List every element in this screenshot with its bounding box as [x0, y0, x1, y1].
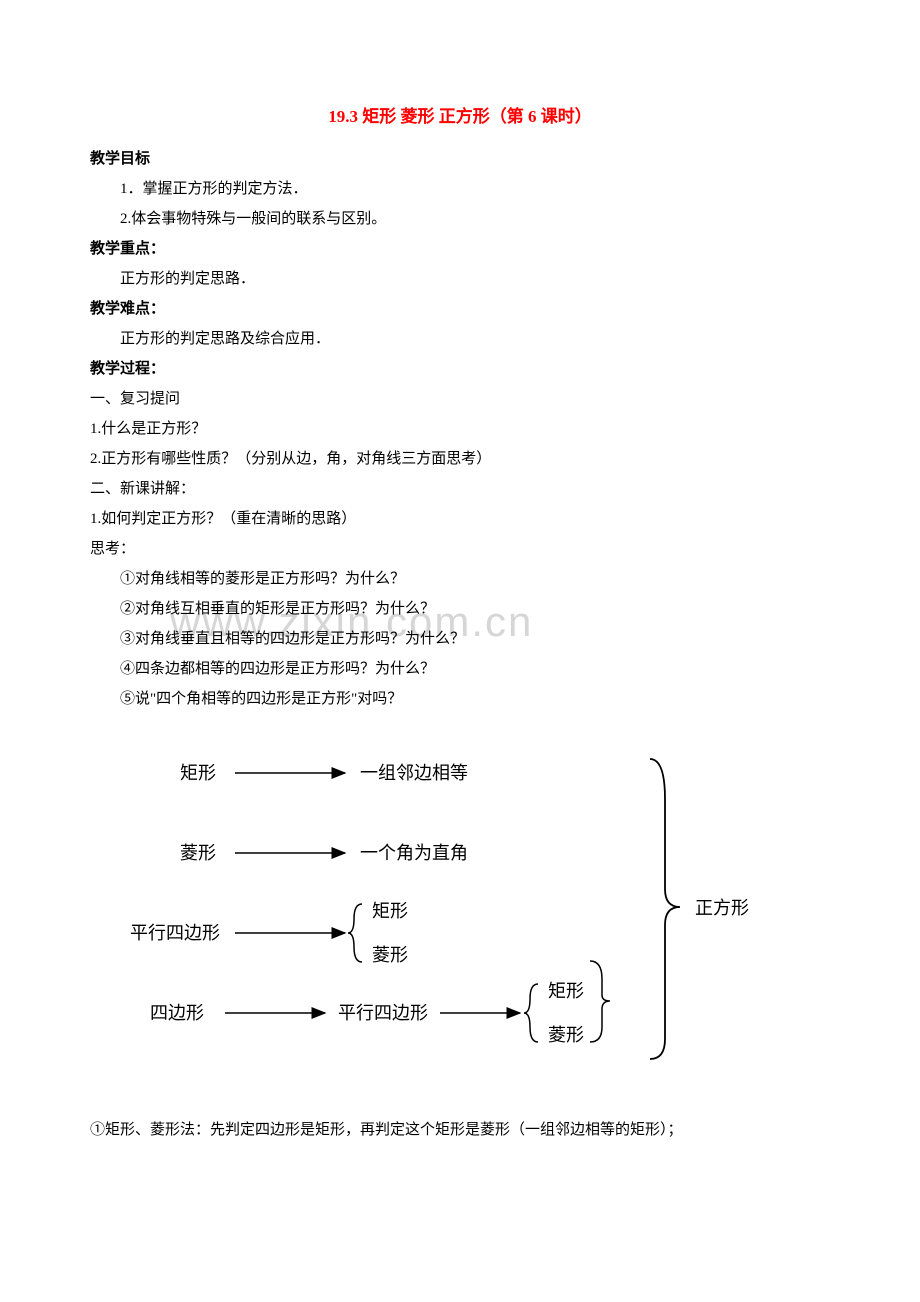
paragraph: ②对角线互相垂直的矩形是正方形吗？为什么？ [90, 594, 830, 624]
node-rhombus: 菱形 [180, 843, 216, 863]
node-adjacent-equal: 一组邻边相等 [360, 763, 468, 783]
paragraph: ④四条边都相等的四边形是正方形吗？为什么？ [90, 654, 830, 684]
paragraph: ①对角线相等的菱形是正方形吗？为什么？ [90, 564, 830, 594]
flow-diagram: 矩形 一组邻边相等 菱形 一个角为直角 平行四边形 矩形 菱形 四边形 平行四边… [90, 739, 830, 1100]
node-rect: 矩形 [180, 763, 216, 783]
node-parallelogram: 平行四边形 [130, 923, 220, 943]
footer-paragraph: ①矩形、菱形法：先判定四边形是矩形，再判定这个矩形是菱形（一组邻边相等的矩形）； [90, 1115, 830, 1145]
node-r4-rect: 矩形 [548, 981, 584, 1001]
paragraph: 二、新课讲解： [90, 474, 830, 504]
paragraph: 正方形的判定思路． [90, 264, 830, 294]
node-r3-rect: 矩形 [372, 901, 408, 921]
paragraph: ③对角线垂直且相等的四边形是正方形吗？为什么？ [90, 624, 830, 654]
node-r3-rhombus: 菱形 [372, 945, 408, 965]
node-r4-rhombus: 菱形 [548, 1025, 584, 1045]
heading-process: 教学过程： [90, 354, 830, 384]
document-content: 19.3 矩形 菱形 正方形（第 6 课时） 教学目标 1．掌握正方形的判定方法… [90, 100, 830, 1145]
paragraph: 2.体会事物特殊与一般间的联系与区别。 [90, 204, 830, 234]
page-title: 19.3 矩形 菱形 正方形（第 6 课时） [90, 100, 830, 134]
node-quadrilateral: 四边形 [150, 1003, 204, 1023]
paragraph: 1．掌握正方形的判定方法． [90, 174, 830, 204]
node-square: 正方形 [695, 898, 749, 918]
paragraph: 1.如何判定正方形？（重在清晰的思路） [90, 504, 830, 534]
node-right-angle: 一个角为直角 [360, 843, 468, 863]
paragraph: ⑤说"四个角相等的四边形是正方形"对吗？ [90, 684, 830, 714]
heading-goal: 教学目标 [90, 144, 830, 174]
paragraph: 2.正方形有哪些性质？（分别从边，角，对角线三方面思考） [90, 444, 830, 474]
paragraph: 1.什么是正方形？ [90, 414, 830, 444]
paragraph: 思考： [90, 534, 830, 564]
heading-keypoint: 教学重点： [90, 234, 830, 264]
paragraph: 正方形的判定思路及综合应用． [90, 324, 830, 354]
paragraph: 一、复习提问 [90, 384, 830, 414]
node-parallelogram2: 平行四边形 [338, 1003, 428, 1023]
heading-difficulty: 教学难点： [90, 294, 830, 324]
